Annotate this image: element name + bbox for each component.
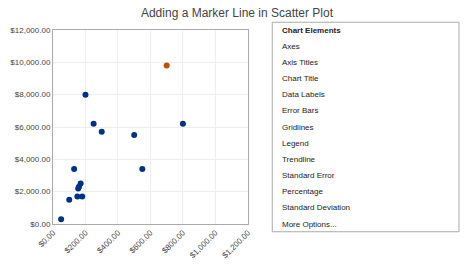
svg-text:$4,000.00: $4,000.00 — [15, 155, 51, 164]
svg-text:$600.00: $600.00 — [128, 228, 155, 255]
svg-text:$1,200.00: $1,200.00 — [221, 228, 253, 260]
svg-text:$1,000.00: $1,000.00 — [188, 228, 220, 260]
svg-text:$10,000.00: $10,000.00 — [10, 58, 51, 67]
svg-text:$6,000.00: $6,000.00 — [15, 123, 51, 132]
svg-text:$200.00: $200.00 — [63, 228, 90, 255]
svg-text:More Options...: More Options... — [282, 220, 337, 229]
svg-text:Legend: Legend — [282, 139, 309, 148]
svg-text:Error Bars: Error Bars — [282, 106, 318, 115]
svg-text:Trendline: Trendline — [282, 155, 316, 164]
svg-text:$8,000.00: $8,000.00 — [15, 90, 51, 99]
svg-text:$800.00: $800.00 — [160, 228, 187, 255]
svg-text:Adding a Marker Line in Scatte: Adding a Marker Line in Scatter Plot — [141, 6, 334, 20]
svg-text:Percentage: Percentage — [282, 187, 323, 196]
svg-text:$0.00: $0.00 — [37, 228, 58, 249]
svg-text:$2,000.00: $2,000.00 — [15, 187, 51, 196]
svg-text:$400.00: $400.00 — [95, 228, 122, 255]
svg-text:$0.00: $0.00 — [30, 220, 51, 229]
svg-text:Chart Title: Chart Title — [282, 74, 319, 83]
svg-text:Data Labels: Data Labels — [282, 90, 325, 99]
svg-text:Standard Deviation: Standard Deviation — [282, 203, 350, 212]
svg-text:Axis Titles: Axis Titles — [282, 58, 318, 67]
svg-text:Gridlines: Gridlines — [282, 123, 314, 132]
svg-text:Axes: Axes — [282, 42, 300, 51]
svg-text:Standard Error: Standard Error — [282, 171, 335, 180]
svg-text:Chart Elements: Chart Elements — [282, 26, 341, 35]
svg-text:$12,000.00: $12,000.00 — [10, 26, 51, 35]
